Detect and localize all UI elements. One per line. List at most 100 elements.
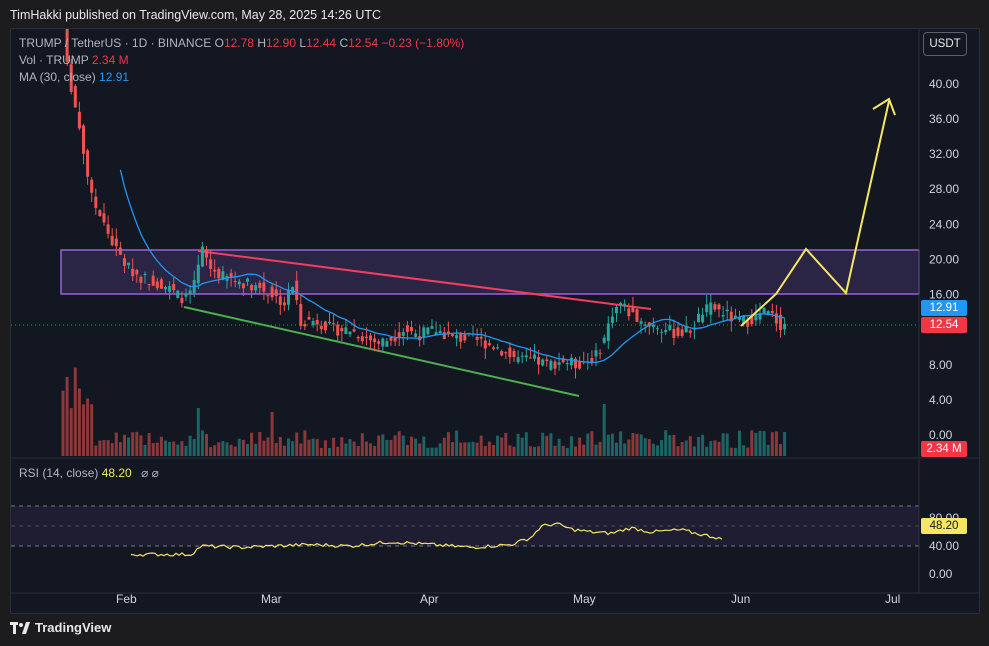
volume-bar bbox=[623, 443, 627, 456]
candle-body bbox=[705, 304, 709, 313]
candle-body bbox=[483, 340, 487, 349]
candle-body bbox=[393, 337, 397, 342]
candle-body bbox=[475, 337, 479, 340]
ma-line bbox=[119, 169, 785, 364]
volume-bar bbox=[742, 445, 746, 456]
candle-body bbox=[410, 327, 413, 331]
candle-body bbox=[94, 196, 98, 208]
tradingview-footer[interactable]: TradingView bbox=[10, 620, 111, 635]
candle-body bbox=[610, 316, 614, 323]
ma-legend[interactable]: MA (30, close) 12.91 bbox=[19, 70, 129, 84]
volume-bar bbox=[246, 443, 249, 456]
candle-body bbox=[135, 270, 139, 275]
volume-bar bbox=[348, 439, 352, 456]
candle-body bbox=[783, 323, 787, 330]
candle-body bbox=[106, 224, 110, 234]
candle-body bbox=[455, 335, 459, 339]
volume-bar bbox=[340, 437, 344, 456]
volume-bar bbox=[127, 437, 131, 456]
rsi-tick-label: 40.00 bbox=[929, 539, 959, 553]
resistance-trendline bbox=[197, 250, 652, 310]
rsi-label[interactable]: RSI (14, close) bbox=[19, 466, 99, 480]
last-price-tag: 12.54 bbox=[921, 317, 967, 333]
volume-bar bbox=[676, 446, 680, 456]
volume-bar bbox=[533, 446, 536, 456]
candle-body bbox=[164, 286, 167, 290]
volume-bar bbox=[414, 438, 418, 456]
candle-body bbox=[303, 324, 307, 327]
candle-body bbox=[574, 358, 577, 369]
change-value: −0.23 (−1.80%) bbox=[381, 36, 465, 50]
rsi-tag: 48.20 bbox=[921, 518, 967, 534]
currency-button[interactable]: USDT bbox=[923, 32, 967, 56]
rsi-band bbox=[11, 506, 919, 546]
candle-body bbox=[709, 302, 713, 315]
volume-bar bbox=[680, 442, 684, 456]
candle-body bbox=[73, 85, 77, 108]
candle-body bbox=[561, 358, 565, 363]
volume-bar bbox=[65, 376, 69, 456]
volume-bar bbox=[746, 447, 750, 456]
volume-bar bbox=[541, 432, 545, 456]
volume-bar bbox=[426, 447, 430, 456]
volume-bar bbox=[205, 433, 208, 456]
candle-body bbox=[660, 331, 664, 333]
volume-legend[interactable]: Vol · TRUMP 2.34 M bbox=[19, 53, 129, 67]
candle-body bbox=[332, 323, 336, 325]
close-label: C bbox=[339, 36, 349, 50]
high-label: H bbox=[257, 36, 266, 50]
volume-bar bbox=[381, 434, 385, 456]
symbol-legend[interactable]: TRUMP / TetherUS · 1D · BINANCE O12.78 H… bbox=[19, 36, 464, 50]
rsi-settings-icons[interactable]: ⌀ ⌀ bbox=[141, 466, 159, 480]
candle-body bbox=[340, 328, 344, 332]
volume-bar bbox=[500, 437, 504, 456]
candle-body bbox=[627, 308, 631, 317]
volume-label[interactable]: Vol · TRUMP bbox=[19, 53, 89, 67]
volume-bar bbox=[733, 447, 737, 456]
candle-body bbox=[664, 329, 668, 333]
volume-bar bbox=[172, 441, 176, 456]
volume-bar bbox=[200, 430, 204, 456]
candle-body bbox=[414, 333, 418, 337]
candle-body bbox=[528, 357, 532, 359]
volume-bar bbox=[770, 432, 774, 456]
volume-bar bbox=[594, 444, 598, 456]
candle-body bbox=[123, 258, 126, 266]
volume-bar bbox=[155, 442, 159, 456]
rsi-legend[interactable]: RSI (14, close) 48.20 ⌀ ⌀ bbox=[19, 466, 159, 480]
volume-bar bbox=[307, 439, 311, 456]
volume-bar bbox=[451, 442, 454, 456]
volume-bar bbox=[328, 447, 331, 456]
candle-body bbox=[549, 360, 553, 370]
candle-body bbox=[159, 279, 163, 289]
candle-body bbox=[631, 306, 635, 313]
symbol-name[interactable]: TRUMP / TetherUS · 1D · BINANCE bbox=[19, 36, 212, 50]
candle-body bbox=[606, 323, 610, 341]
volume-bar bbox=[524, 432, 528, 456]
volume-bar bbox=[430, 447, 434, 456]
volume-bar bbox=[668, 435, 672, 456]
candle-body bbox=[729, 311, 733, 322]
candle-body bbox=[479, 336, 483, 339]
chart-frame[interactable]: 40.00 36.00 32.00 28.00 24.00 20.00 16.00 8.00 4… bbox=[10, 28, 980, 614]
candle-body bbox=[668, 325, 672, 330]
volume-bar bbox=[73, 367, 77, 456]
volume-bar bbox=[176, 444, 180, 456]
chart-canvas[interactable]: 40.00 36.00 32.00 28.00 24.00 20.00 16.00 8.00 4… bbox=[11, 29, 979, 613]
candle-body bbox=[176, 290, 180, 298]
open-value: 12.78 bbox=[223, 36, 254, 50]
low-label: L bbox=[299, 36, 307, 50]
volume-bar bbox=[492, 444, 495, 456]
candle-body bbox=[82, 125, 85, 154]
candle-body bbox=[307, 316, 311, 320]
tradingview-brand: TradingView bbox=[35, 620, 112, 635]
time-tick-label: Mar bbox=[261, 592, 282, 606]
candle-body bbox=[110, 235, 114, 246]
candlesticks bbox=[65, 29, 787, 379]
candle-body bbox=[90, 179, 94, 193]
volume-bar bbox=[647, 439, 651, 456]
volume-bar bbox=[410, 436, 413, 456]
time-tick-label: May bbox=[573, 592, 596, 606]
ma-label[interactable]: MA (30, close) bbox=[19, 70, 96, 84]
candle-body bbox=[196, 264, 200, 284]
